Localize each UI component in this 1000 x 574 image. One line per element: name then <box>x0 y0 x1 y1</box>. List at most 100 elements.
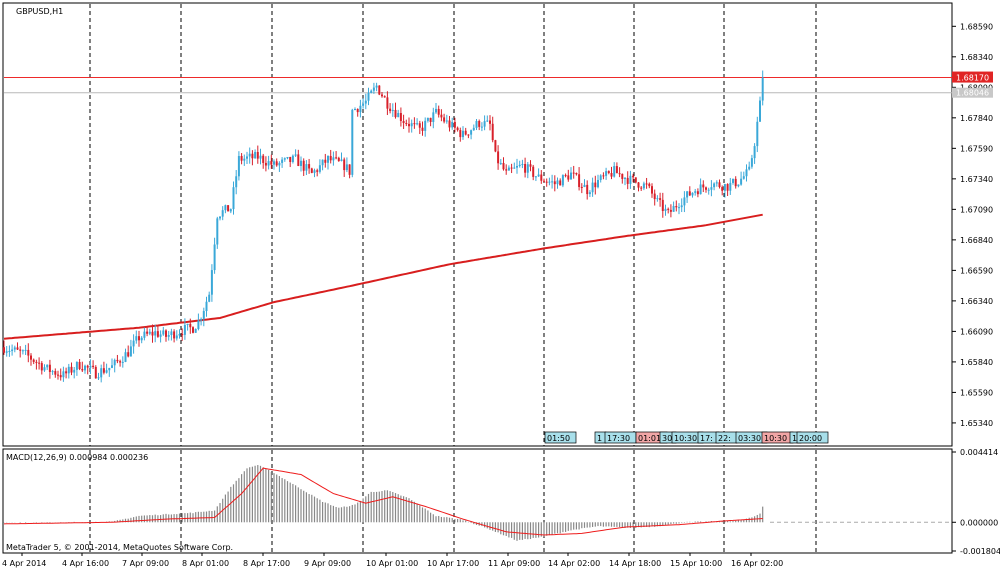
candle-body <box>78 362 81 369</box>
candle-body <box>156 331 159 337</box>
candle <box>51 369 54 375</box>
candle <box>73 366 76 379</box>
candle <box>718 179 721 189</box>
candle-body <box>399 113 402 122</box>
candle <box>742 171 745 180</box>
candle <box>462 126 464 140</box>
candle-body <box>354 109 356 111</box>
candle <box>664 204 667 216</box>
candle-body <box>526 164 529 173</box>
candle <box>183 318 186 340</box>
candle-body <box>194 328 197 333</box>
candle <box>545 178 548 187</box>
candle <box>78 359 81 371</box>
candle-body <box>570 172 572 180</box>
candle-body <box>213 244 216 271</box>
candle <box>426 117 429 123</box>
candle <box>537 168 540 177</box>
candle <box>227 205 230 212</box>
copyright-text: MetaTrader 5, © 2001-2014, MetaQuotes So… <box>6 543 233 552</box>
candle <box>70 362 73 376</box>
candle-body <box>605 171 608 176</box>
candle <box>197 313 200 331</box>
candle-body <box>632 175 635 178</box>
candle-body <box>553 181 556 185</box>
candle-body <box>343 159 346 171</box>
candle-body <box>667 208 670 210</box>
candle-body <box>723 184 726 191</box>
candle-body <box>435 108 437 113</box>
candle <box>386 91 389 116</box>
candle-body <box>67 366 70 374</box>
y-tick-label: 1.68590 <box>960 22 993 31</box>
candle <box>688 186 691 197</box>
time-tag: 10:30 <box>761 431 794 444</box>
candle <box>294 149 297 157</box>
time-axis: 4 Apr 2014 4 Apr 16:00 7 Apr 09:00 8 Apr 01… <box>2 553 783 568</box>
candle <box>696 188 699 198</box>
candle-body <box>545 181 548 183</box>
candle <box>486 115 489 123</box>
candle-body <box>375 85 378 88</box>
candle <box>297 149 300 167</box>
candle-body <box>618 173 621 175</box>
candle-body <box>116 359 119 362</box>
candle <box>194 328 197 333</box>
candle-body <box>613 166 616 177</box>
y-tick-label: 1.66340 <box>960 297 993 306</box>
candle <box>219 216 221 221</box>
candle-body <box>200 318 203 321</box>
x-tick-label: 10 Apr 17:00 <box>427 559 479 568</box>
candle <box>683 191 686 213</box>
candle <box>505 164 508 175</box>
x-tick-label: 14 Apr 18:00 <box>609 559 661 568</box>
candle-body <box>57 374 59 376</box>
candle <box>510 163 513 174</box>
candle <box>251 150 254 166</box>
candle-body <box>597 179 599 188</box>
candle-body <box>367 92 370 101</box>
candle <box>607 170 610 175</box>
candle-body <box>424 120 427 131</box>
candle-body <box>189 323 192 328</box>
candle-body <box>405 123 408 125</box>
candle-body <box>340 159 343 161</box>
candle-body <box>656 198 659 200</box>
candle-body <box>308 164 311 169</box>
candle-body <box>486 120 489 122</box>
candle-body <box>451 121 454 128</box>
candle-body <box>426 117 429 121</box>
candle <box>529 160 532 172</box>
candle <box>140 336 143 344</box>
candle-body <box>416 123 419 125</box>
candle-body <box>467 134 470 136</box>
macd-label: MACD(12,26,9) 0.000984 0.000236 <box>6 453 148 462</box>
candle-body <box>664 208 667 212</box>
candle <box>243 154 246 166</box>
candle-body <box>599 175 602 180</box>
candle <box>605 167 608 180</box>
candle <box>221 206 224 221</box>
candle-body <box>470 130 473 135</box>
candle <box>151 324 154 343</box>
candle-body <box>51 371 54 373</box>
candle <box>648 182 651 189</box>
candle <box>567 169 570 182</box>
candle-body <box>140 337 143 341</box>
candle <box>750 154 753 169</box>
candle-body <box>737 184 740 187</box>
candle <box>526 162 529 179</box>
candle <box>729 177 732 195</box>
candle-body <box>54 371 57 375</box>
candle-body <box>240 156 243 161</box>
candle-body <box>13 347 16 350</box>
candle-body <box>480 126 483 128</box>
candle <box>645 177 648 189</box>
candle <box>416 118 419 126</box>
y-tick-label: 1.65340 <box>960 419 993 428</box>
candle-body <box>151 331 154 336</box>
candle <box>108 367 111 377</box>
candle-body <box>408 123 410 127</box>
y-tick-label: 1.65590 <box>960 388 993 397</box>
